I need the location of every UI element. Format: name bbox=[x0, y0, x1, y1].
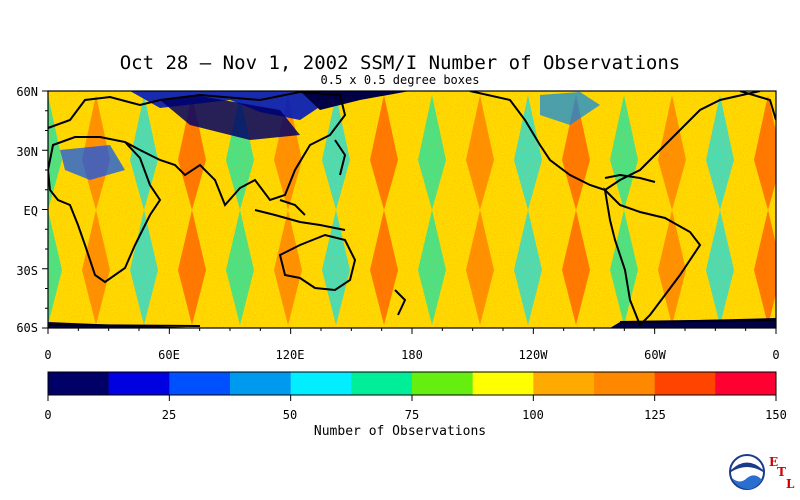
colorbar-swatch bbox=[472, 372, 534, 395]
colorbar-label-0: 0 bbox=[44, 408, 52, 422]
observation-field bbox=[48, 91, 776, 328]
lat-label-30s: 30S bbox=[16, 264, 38, 278]
lat-label-60n: 60N bbox=[16, 85, 38, 99]
lon-label-0-end: 0 bbox=[772, 348, 780, 362]
logo-letter-l: L bbox=[786, 477, 795, 491]
colorbar-swatch bbox=[48, 372, 110, 395]
coastlines bbox=[48, 91, 776, 327]
colorbar-label-125: 125 bbox=[644, 408, 666, 422]
colorbar-swatch bbox=[108, 372, 170, 395]
colorbar bbox=[47, 371, 777, 401]
colorbar-label-75: 75 bbox=[404, 408, 420, 422]
lon-label-60w: 60W bbox=[644, 348, 666, 362]
noaa-logo-text: NOAA bbox=[738, 469, 756, 475]
lon-label-120e: 120E bbox=[275, 348, 305, 362]
logo-letter-t: T bbox=[777, 465, 786, 479]
lat-label-30n: 30N bbox=[16, 145, 38, 159]
lon-label-120w: 120W bbox=[518, 348, 548, 362]
colorbar-swatch bbox=[533, 372, 595, 395]
colorbar-label-100: 100 bbox=[522, 408, 544, 422]
colorbar-title: Number of Observations bbox=[313, 424, 487, 439]
colorbar-label-150: 150 bbox=[765, 408, 787, 422]
logo-letter-e: E bbox=[769, 455, 779, 469]
colorbar-label-25: 25 bbox=[161, 408, 177, 422]
map-title: Oct 28 – Nov 1, 2002 SSM/I Number of Obs… bbox=[119, 52, 681, 74]
colorbar-swatch bbox=[230, 372, 292, 395]
lat-label-60s: 60S bbox=[16, 321, 38, 335]
colorbar-swatch bbox=[412, 372, 474, 395]
map-subtitle: 0.5 x 0.5 degree boxes bbox=[320, 73, 480, 87]
lon-label-0: 0 bbox=[44, 348, 52, 362]
colorbar-swatch bbox=[351, 372, 413, 395]
lon-label-180: 180 bbox=[401, 348, 423, 362]
colorbar-swatch bbox=[715, 372, 777, 395]
colorbar-swatch bbox=[290, 372, 352, 395]
noaa-logo-icon: NOAA bbox=[729, 454, 765, 490]
colorbar-swatch bbox=[594, 372, 656, 395]
lat-label-eq: EQ bbox=[23, 204, 38, 218]
colorbar-label-50: 50 bbox=[282, 408, 298, 422]
colorbar-swatch bbox=[654, 372, 716, 395]
lon-label-60e: 60E bbox=[158, 348, 180, 362]
colorbar-swatch bbox=[169, 372, 231, 395]
